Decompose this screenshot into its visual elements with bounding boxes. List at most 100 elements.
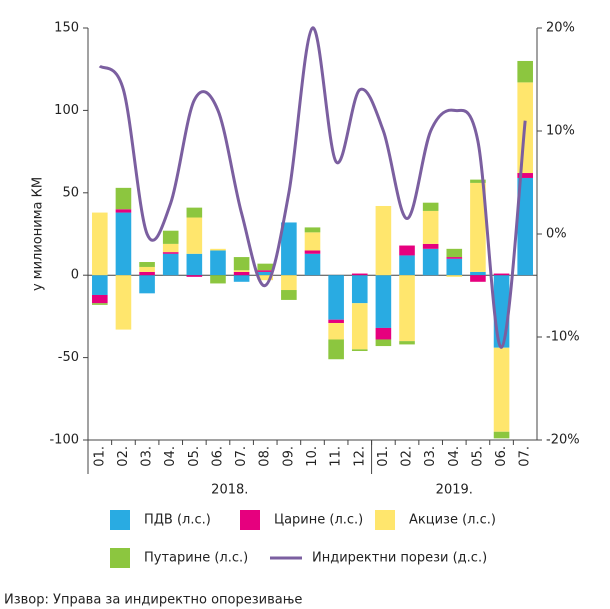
bar-segment [304, 250, 321, 254]
bar-segment [399, 341, 415, 345]
bar-segment [210, 250, 226, 276]
bar-segment [422, 210, 439, 244]
bar-segment [422, 248, 439, 276]
bar-segment [186, 207, 203, 218]
x-tick-label: 02. [400, 446, 415, 467]
bar-segment [304, 227, 321, 233]
bar-segment [257, 275, 274, 281]
group-label: 2019. [436, 483, 473, 498]
legend-label: ПДВ (л.с.) [144, 513, 211, 528]
bar-segment [351, 273, 368, 276]
bar-segment [375, 205, 392, 276]
bar-segment [446, 258, 463, 276]
bar-segment [186, 275, 203, 277]
bar-segment [446, 257, 463, 259]
bar-segment [493, 431, 510, 439]
bar-segment [162, 253, 179, 276]
bar-segment [139, 275, 155, 294]
x-tick-label: 11. [329, 446, 344, 467]
x-tick-label: 09. [281, 446, 296, 467]
legend-swatch [110, 548, 130, 568]
y-axis-label: у милионима КМ [31, 177, 46, 291]
bar-segment [139, 262, 155, 267]
bar-segment [233, 270, 250, 272]
x-tick-label: 02. [116, 446, 131, 467]
y-tick-label: -100 [49, 433, 79, 448]
bar-segment [375, 327, 392, 340]
x-tick-label: 01. [376, 446, 391, 467]
bar-segment [233, 275, 250, 282]
bar-segment [92, 303, 108, 305]
y2-tick-label: -10% [546, 330, 580, 345]
legend-swatch [375, 510, 395, 530]
bar-segment [257, 271, 274, 276]
bar-segment [115, 209, 132, 213]
x-tick-label: 01. [92, 446, 107, 467]
bar-segment [115, 212, 132, 276]
bar-segment [328, 275, 344, 320]
bar-segment [399, 255, 415, 276]
bar-segment [281, 275, 297, 291]
bar-segment [328, 322, 344, 340]
x-tick-label: 03. [140, 446, 155, 467]
bar-segment [517, 173, 533, 178]
group-label: 2018. [211, 483, 248, 498]
y2-tick-label: 20% [546, 21, 575, 36]
bar-segment [233, 257, 250, 271]
line [98, 26, 527, 349]
bar-segment [186, 217, 203, 254]
bar-segment [304, 253, 321, 276]
bar-segment [257, 263, 274, 271]
x-tick-label: 10. [305, 446, 320, 467]
x-tick-label: 04. [447, 446, 462, 467]
legend-label: Акцизе (л.с.) [409, 513, 496, 528]
y2-tick-label: 0% [546, 227, 567, 242]
bar-segment [139, 266, 155, 272]
bar-segment [92, 275, 108, 295]
x-tick-label: 12. [352, 446, 367, 467]
legend-swatch [110, 510, 130, 530]
bar-segment [517, 60, 533, 83]
bar-segment [328, 339, 344, 360]
bar-segment [351, 303, 368, 350]
bar-segment [470, 182, 486, 272]
x-tick-label: 06. [210, 446, 225, 467]
bar-segment [375, 275, 392, 328]
y2-tick-label: 10% [546, 124, 575, 139]
bar-segment [446, 248, 463, 258]
legend-label: Путарине (л.с.) [144, 551, 248, 566]
bar-segment [115, 275, 132, 330]
y-tick-label: 100 [54, 103, 79, 118]
y-tick-label: 150 [54, 21, 79, 36]
bar-segment [399, 275, 415, 342]
bar-segment [233, 271, 250, 276]
bar-segment [493, 347, 510, 432]
bar-segment [281, 222, 297, 276]
bar-segment [351, 349, 368, 352]
bar-segment [139, 271, 155, 276]
bar-segment [162, 243, 179, 253]
bar-segment [162, 230, 179, 244]
y-tick-label: 50 [62, 185, 79, 200]
bar-segment [446, 275, 463, 277]
bar-segment [470, 179, 486, 183]
legend-label: Царине (л.с.) [274, 513, 363, 528]
x-tick-label: 07. [518, 446, 533, 467]
bar-segment [210, 275, 226, 284]
bar-segment [92, 212, 108, 276]
bar-segment [162, 252, 179, 254]
source: Извор: Управа за индиректно опорезивање [4, 593, 302, 608]
bar-segment [422, 202, 439, 211]
bar-segment [328, 319, 344, 323]
y2-tick-label: -20% [546, 433, 580, 448]
bar-segment [210, 248, 226, 251]
x-tick-label: 06. [494, 446, 509, 467]
bar-segment [375, 339, 392, 347]
bar-segment [304, 232, 321, 251]
y-tick-label: -50 [58, 350, 79, 365]
x-tick-label: 03. [423, 446, 438, 467]
legend-swatch [240, 510, 260, 530]
bar-segment [470, 271, 486, 276]
x-tick-label: 05. [470, 446, 485, 467]
y-tick-label: 0 [71, 268, 79, 283]
